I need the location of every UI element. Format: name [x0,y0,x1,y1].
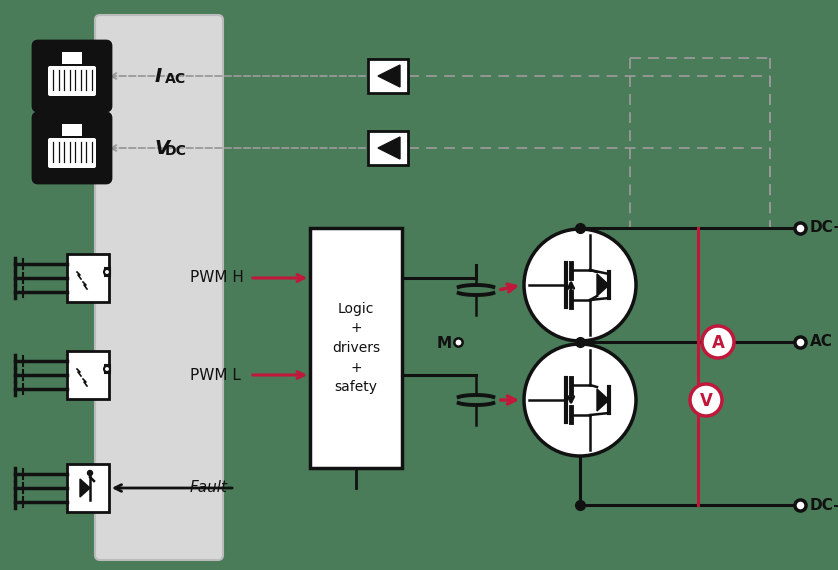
Bar [368,59,408,93]
Text: V: V [155,139,170,157]
Polygon shape [597,389,609,411]
Text: I: I [155,67,163,85]
Polygon shape [378,137,400,159]
Text: AC: AC [810,335,833,349]
Polygon shape [597,274,609,296]
Circle shape [702,326,734,358]
FancyBboxPatch shape [33,41,111,111]
Text: DC+: DC+ [810,221,838,235]
Circle shape [690,384,722,416]
Text: DC-: DC- [810,498,838,512]
Text: Logic
+
drivers
+
safety: Logic + drivers + safety [332,302,380,394]
Bar [62,124,82,136]
Polygon shape [378,65,400,87]
Circle shape [524,229,636,341]
Text: DC: DC [165,144,187,158]
Bar [105,268,110,276]
Circle shape [524,344,636,456]
Polygon shape [80,479,90,497]
Text: PWM L: PWM L [190,368,241,382]
Bar [67,254,109,302]
Circle shape [104,366,110,372]
Text: M: M [437,336,452,351]
Bar [67,351,109,399]
Circle shape [104,269,110,275]
FancyBboxPatch shape [33,113,111,183]
FancyBboxPatch shape [48,66,96,96]
Text: V: V [700,392,712,410]
Text: PWM H: PWM H [190,271,244,286]
Bar [62,52,82,64]
Bar [67,464,109,512]
Text: A: A [711,334,724,352]
Text: AC: AC [165,72,186,86]
Circle shape [87,470,92,475]
Bar [105,365,110,373]
FancyBboxPatch shape [48,138,96,168]
Text: Fault: Fault [190,481,228,495]
Bar [310,228,402,468]
FancyBboxPatch shape [95,15,223,560]
Bar [368,131,408,165]
